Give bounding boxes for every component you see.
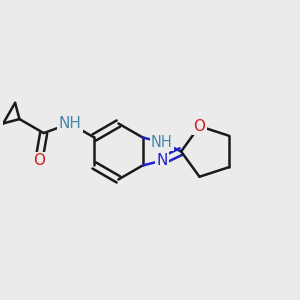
Text: NH: NH [58,116,81,131]
Text: O: O [194,119,206,134]
Text: N: N [156,153,168,168]
Text: NH: NH [151,135,173,150]
Text: O: O [33,153,45,168]
